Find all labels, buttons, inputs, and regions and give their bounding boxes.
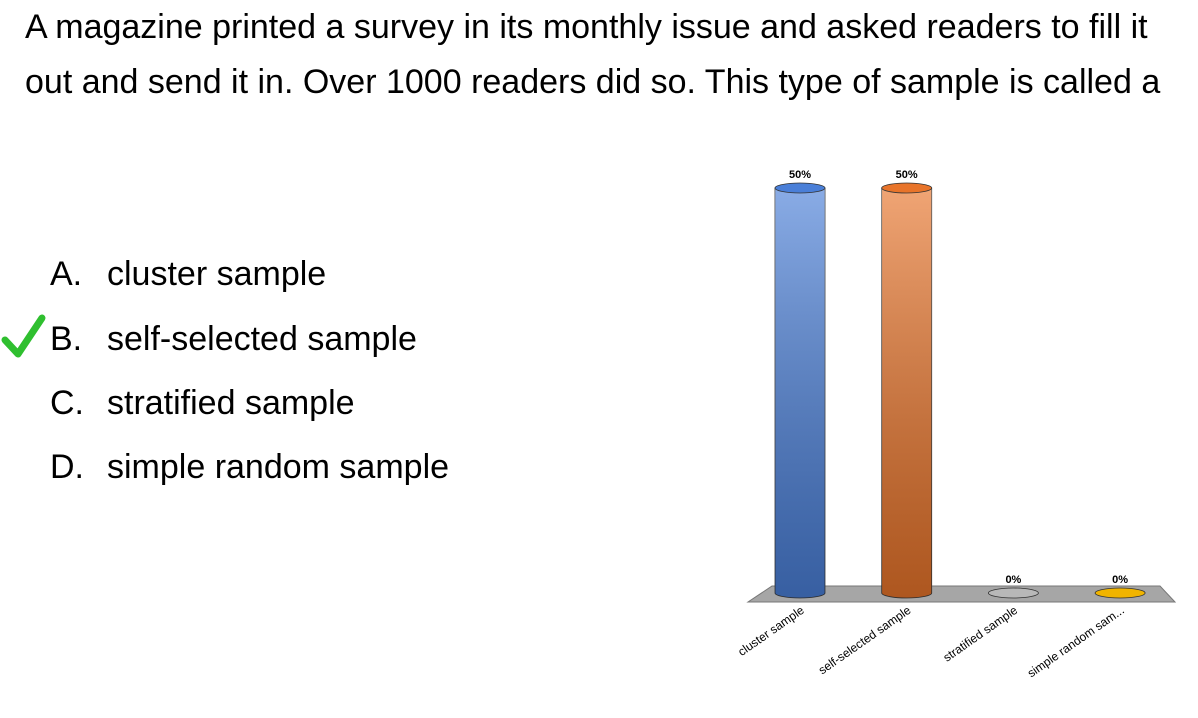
question: A magazine printed a survey in its month… bbox=[25, 8, 1161, 101]
option: A. cluster sample bbox=[50, 255, 326, 294]
option: D. simple random sample bbox=[50, 448, 449, 487]
bar-shade bbox=[775, 188, 825, 598]
bar-top bbox=[774, 182, 826, 194]
bar-top bbox=[881, 182, 933, 194]
bar-shade bbox=[881, 188, 932, 598]
option: B. self-selected sample bbox=[50, 320, 417, 359]
x-tick-label: self-selected sample bbox=[816, 603, 914, 677]
bar bbox=[774, 182, 826, 599]
option-letter: A. bbox=[50, 255, 83, 293]
option-text: simple random sample bbox=[107, 448, 450, 486]
x-tick-label: stratified sample bbox=[941, 603, 1021, 665]
bar bbox=[881, 182, 933, 599]
value-label: 0% bbox=[1112, 574, 1128, 586]
x-tick-label: simple random sam... bbox=[1025, 603, 1127, 680]
value-label: 0% bbox=[1005, 574, 1021, 586]
value-label: 50% bbox=[896, 169, 918, 181]
option-letter: B. bbox=[50, 320, 83, 358]
x-tick-label: cluster sample bbox=[735, 603, 807, 659]
option-text: cluster sample bbox=[107, 255, 327, 293]
option-letter: C. bbox=[50, 384, 84, 422]
option-text: stratified sample bbox=[107, 384, 355, 422]
value-label: 50% bbox=[789, 169, 811, 181]
bar bbox=[1094, 587, 1146, 599]
chart-floor bbox=[746, 585, 1177, 603]
bar bbox=[988, 587, 1039, 599]
option: C. stratified sample bbox=[50, 384, 355, 423]
option-text: self-selected sample bbox=[107, 320, 417, 358]
bar-top bbox=[988, 587, 1039, 599]
option-letter: D. bbox=[50, 448, 84, 486]
bar-top bbox=[1094, 587, 1146, 599]
checkmark bbox=[1, 314, 46, 358]
